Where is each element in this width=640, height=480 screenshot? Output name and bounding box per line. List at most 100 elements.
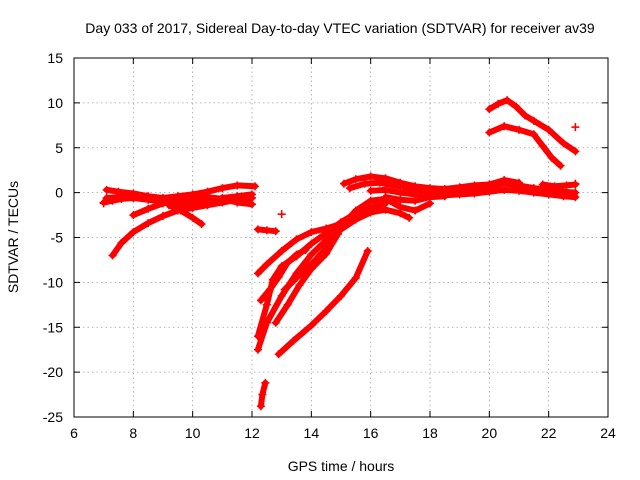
series-trace-12 [256, 246, 310, 305]
data-point [485, 187, 494, 196]
data-point [280, 285, 289, 294]
data-point [271, 227, 280, 236]
data-point [366, 172, 375, 181]
data-point [396, 202, 405, 211]
data-point [515, 186, 523, 195]
series-trace-15 [271, 229, 343, 327]
data-point [218, 198, 227, 207]
data-point [262, 300, 271, 309]
y-tick-label: -10 [43, 274, 63, 290]
x-tick-label: 14 [304, 425, 320, 441]
data-point [485, 105, 494, 114]
data-point [405, 213, 414, 222]
data-point [176, 206, 185, 215]
series-trace-23 [381, 192, 449, 205]
data-point [253, 332, 262, 341]
data-series [99, 96, 580, 411]
data-point [188, 213, 197, 222]
data-point [129, 211, 138, 220]
y-tick-label: -20 [43, 364, 63, 380]
data-point [307, 264, 316, 273]
data-point [381, 193, 390, 202]
data-point [144, 204, 153, 213]
data-point [550, 182, 559, 191]
data-point [233, 195, 242, 204]
data-point [218, 184, 227, 193]
data-point [253, 269, 262, 278]
series-line-texture [167, 203, 204, 226]
data-point [274, 272, 283, 281]
data-point [292, 250, 301, 259]
x-tick-label: 18 [422, 425, 438, 441]
data-point [396, 195, 405, 204]
data-point [351, 206, 360, 215]
data-point [261, 378, 270, 387]
data-point [283, 258, 292, 267]
series-trace-11 [253, 220, 345, 278]
data-point [322, 224, 331, 233]
y-axis-label: SDTVAR / TECUs [5, 181, 21, 293]
series-line-texture [274, 232, 340, 325]
x-tick-labels: 6 8 10 12 14 16 18 20 22 24 [70, 425, 616, 441]
data-point [485, 128, 494, 137]
x-tick-label: 6 [70, 425, 78, 441]
data-point [250, 182, 259, 191]
data-point [500, 122, 509, 131]
data-point [262, 226, 271, 235]
data-point [173, 195, 182, 204]
data-point [337, 222, 345, 231]
data-point [515, 125, 523, 134]
data-point [470, 189, 479, 198]
y-tick-label: 15 [47, 50, 63, 66]
series-trace-18 [366, 179, 580, 199]
grid [74, 58, 608, 417]
series-trace-21 [485, 122, 565, 170]
data-point [256, 402, 265, 411]
series-line-texture [541, 183, 577, 188]
data-point [283, 300, 292, 309]
data-point [164, 201, 173, 210]
isolated-markers [99, 123, 580, 260]
data-point [538, 141, 547, 150]
x-tick-label: 16 [363, 425, 379, 441]
data-point [556, 161, 565, 170]
data-point [258, 390, 267, 399]
data-point [256, 296, 265, 305]
data-point [339, 179, 348, 188]
isolated-point [571, 123, 580, 132]
x-tick-label: 24 [600, 425, 616, 441]
data-point [274, 350, 283, 359]
data-point [129, 194, 138, 203]
y-tick-label: 0 [55, 185, 63, 201]
data-point [197, 220, 206, 229]
series-trace-07 [253, 225, 280, 236]
data-point [544, 190, 553, 199]
data-point [203, 201, 212, 210]
data-point [144, 219, 153, 228]
data-point [262, 260, 271, 269]
x-tick-label: 10 [185, 425, 201, 441]
data-point [322, 249, 331, 258]
data-point [375, 178, 384, 187]
data-point [396, 188, 405, 197]
data-point [334, 229, 343, 238]
data-point [322, 307, 331, 316]
data-point [520, 111, 529, 120]
data-point [345, 184, 354, 193]
x-tick-label: 20 [482, 425, 498, 441]
x-axis-label: GPS time / hours [288, 458, 395, 474]
data-point [307, 321, 316, 330]
y-tick-label: 5 [55, 140, 63, 156]
data-point [366, 186, 375, 195]
data-point [102, 185, 111, 194]
data-point [411, 196, 420, 205]
data-point [485, 180, 494, 189]
data-point [547, 153, 556, 162]
data-point [129, 228, 138, 237]
x-tick-label: 22 [541, 425, 557, 441]
series-trace-22 [485, 96, 580, 156]
data-point [265, 285, 274, 294]
data-point [301, 246, 310, 255]
data-point [494, 99, 503, 108]
series-trace-14 [274, 246, 372, 359]
